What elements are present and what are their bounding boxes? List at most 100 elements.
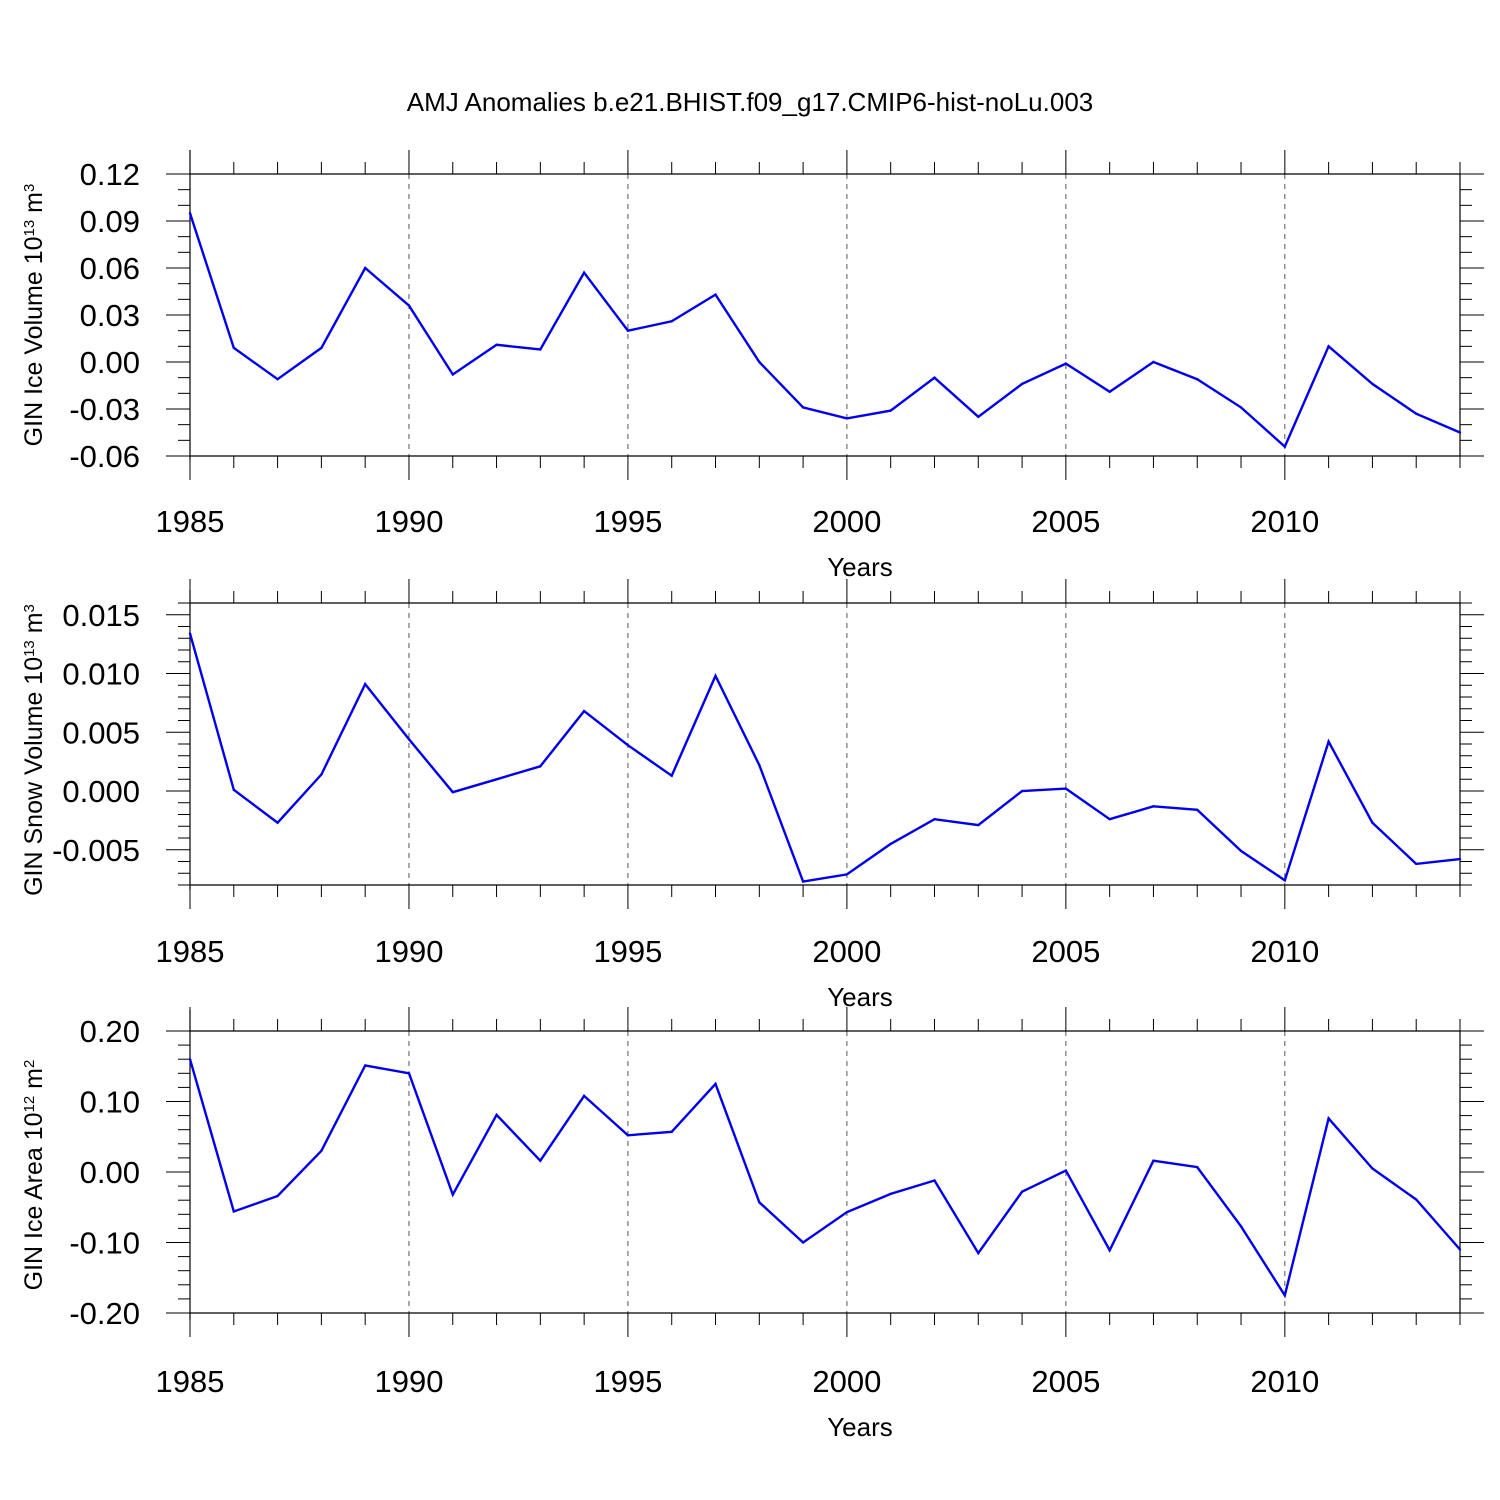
series-line — [188, 633, 1461, 883]
data-point — [933, 818, 936, 821]
data-point — [1327, 740, 1330, 743]
y-axis-label-exponent: 12 — [21, 1096, 38, 1113]
data-point — [495, 778, 498, 781]
data-point — [539, 765, 542, 768]
data-point — [933, 1179, 936, 1182]
data-point — [1196, 808, 1199, 811]
data-point — [1283, 879, 1287, 882]
y-axis-label: GIN Ice Volume 1013 m3 — [20, 184, 48, 447]
data-point — [363, 1064, 367, 1067]
data-point — [1458, 1248, 1462, 1251]
data-point — [232, 1210, 235, 1213]
series-line — [188, 1058, 1461, 1299]
data-point — [1327, 1117, 1330, 1120]
x-tick-label: 2005 — [1031, 504, 1100, 539]
data-point — [363, 266, 367, 270]
data-point — [889, 409, 892, 412]
data-point — [889, 842, 892, 846]
data-point — [1327, 345, 1330, 348]
panel-1: -0.06 -0.03 0.00 0.03 0.06 0.09 0.12 1985 1990 19… — [20, 150, 1484, 582]
y-tick-label: 0.000 — [62, 774, 140, 809]
x-axis-label: Years — [827, 1412, 893, 1442]
data-point — [1152, 805, 1155, 808]
data-point — [977, 415, 980, 419]
data-point — [1239, 849, 1243, 853]
data-point — [801, 880, 805, 883]
data-point — [1415, 412, 1418, 415]
data-point — [1283, 1294, 1287, 1297]
panels: -0.06 -0.03 0.00 0.03 0.06 0.09 0.12 1985 1990 19… — [20, 150, 1484, 1442]
data-point — [758, 763, 761, 767]
data-point — [714, 1082, 717, 1086]
x-tick-label: 2010 — [1250, 934, 1319, 969]
data-point — [758, 1201, 761, 1204]
data-point — [276, 1194, 279, 1198]
y-tick-label: 0.015 — [62, 598, 140, 633]
y-tick-label: 0.10 — [80, 1085, 140, 1120]
data-point — [363, 682, 367, 686]
y-tick-label: 0.12 — [80, 157, 140, 192]
y-tick-label: -0.20 — [69, 1296, 140, 1331]
data-point — [626, 1134, 630, 1137]
data-point — [758, 360, 761, 364]
data-point — [495, 1113, 498, 1117]
y-axis-label-exponent: 13 — [21, 220, 38, 237]
data-point — [407, 1072, 411, 1075]
data-point — [670, 320, 673, 323]
data-point — [1458, 431, 1462, 434]
x-tick-label: 1995 — [593, 504, 662, 539]
data-point — [539, 348, 542, 351]
data-point — [232, 346, 235, 350]
y-tick-label: 0.06 — [80, 251, 140, 286]
data-point — [626, 329, 630, 332]
x-tick-label: 1985 — [156, 504, 225, 539]
data-point — [1108, 818, 1111, 821]
data-point — [582, 271, 586, 274]
data-point — [1064, 362, 1068, 365]
x-tick-label: 2005 — [1031, 934, 1100, 969]
x-tick-label: 1985 — [156, 1364, 225, 1399]
data-point — [1371, 382, 1374, 386]
data-point — [1108, 1249, 1111, 1252]
data-point — [582, 709, 586, 713]
data-point — [451, 373, 454, 376]
y-tick-label: 0.09 — [80, 204, 140, 239]
data-point — [1239, 406, 1243, 409]
data-point — [1458, 857, 1462, 861]
x-tick-label: 1990 — [374, 934, 443, 969]
y-tick-label: -0.10 — [69, 1226, 140, 1261]
data-point — [1152, 1159, 1155, 1162]
data-point — [626, 743, 630, 747]
y-axis-label-exponent: 13 — [21, 640, 38, 657]
y-axis-label-unit-exponent: 3 — [21, 184, 38, 192]
data-point — [889, 1192, 892, 1196]
y-tick-label: -0.03 — [69, 392, 140, 427]
data-point — [539, 1159, 542, 1162]
data-point — [232, 788, 235, 792]
data-point — [1108, 390, 1111, 393]
data-point — [1064, 1169, 1068, 1172]
y-axis-label-unit-exponent: 2 — [21, 1060, 38, 1068]
data-point — [1415, 1198, 1418, 1201]
y-axis-label-text: GIN Ice Volume 10 — [20, 236, 48, 446]
data-point — [188, 211, 192, 215]
data-point — [1196, 1165, 1199, 1169]
x-tick-label: 1990 — [374, 504, 443, 539]
y-axis-label-unit-exponent: 3 — [21, 604, 38, 612]
data-point — [714, 674, 717, 678]
data-point — [670, 774, 673, 777]
data-point — [1371, 1167, 1374, 1170]
data-point — [276, 821, 279, 824]
panel-2: -0.005 0.000 0.005 0.010 0.015 1985 1990 1995 20… — [20, 579, 1484, 1012]
y-tick-label: 0.005 — [62, 715, 140, 750]
x-tick-label: 2000 — [812, 1364, 881, 1399]
data-point — [1415, 862, 1418, 866]
data-point — [1064, 787, 1068, 790]
data-point — [845, 1210, 849, 1214]
data-point — [1239, 1225, 1243, 1228]
data-point — [188, 632, 192, 635]
data-point — [977, 823, 980, 827]
data-point — [670, 1130, 673, 1134]
x-tick-label: 1990 — [374, 1364, 443, 1399]
